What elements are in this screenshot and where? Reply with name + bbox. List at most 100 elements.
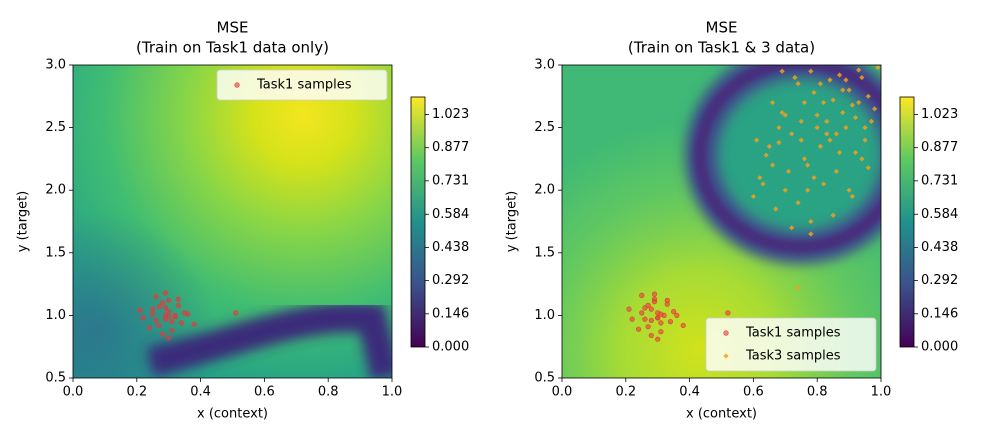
- legend-box: [705, 317, 877, 372]
- y-tick-label: 2.0: [45, 183, 66, 198]
- task3-point: [859, 156, 865, 162]
- y-tick-label: 2.5: [534, 120, 555, 135]
- task1-point: [153, 317, 159, 324]
- colorbar: [410, 96, 426, 348]
- colorbar-tick-label: 0.438: [432, 240, 469, 255]
- task1-point: [166, 297, 172, 303]
- task1-point: [667, 319, 674, 325]
- task3-point: [817, 81, 823, 87]
- x-tick-label: 0.2: [126, 385, 147, 400]
- x-tick-label: 0.6: [254, 385, 275, 400]
- task1-point: [658, 311, 664, 317]
- colorbar-tick-label: 0.000: [432, 340, 469, 355]
- task3-point: [782, 112, 788, 118]
- task3-point: [865, 165, 871, 171]
- task3-point: [785, 168, 792, 175]
- task3-point: [798, 118, 804, 124]
- task1-point: [651, 291, 658, 297]
- y-tick-label: 1.0: [534, 308, 555, 323]
- colorbar-tick-label: 1.023: [921, 107, 958, 122]
- task1-point: [172, 312, 178, 319]
- x-tick-label: 0.8: [807, 385, 828, 400]
- colorbar-tick-label: 0.877: [921, 140, 958, 155]
- task3-point: [811, 89, 817, 96]
- y-tick-label: 3.0: [45, 58, 66, 73]
- task1-point: [166, 335, 172, 341]
- contour-field: [73, 65, 392, 378]
- task1-point: [175, 302, 181, 308]
- task3-point: [808, 231, 814, 237]
- task1-point: [645, 302, 651, 308]
- chart-title: MSE: [217, 19, 249, 37]
- task1-point: [671, 309, 677, 315]
- task3-point: [827, 77, 833, 83]
- task1-point: [635, 326, 642, 332]
- task1-point: [629, 316, 635, 322]
- task3-point: [852, 114, 859, 121]
- task1-point: [233, 310, 239, 316]
- task1-point: [648, 317, 654, 324]
- task3-point: [852, 150, 859, 156]
- legend-label: Task1 samples: [745, 326, 841, 341]
- colorbar-tick-label: 0.731: [921, 173, 958, 188]
- x-tick-label: 1.0: [871, 385, 892, 400]
- contour-field: [562, 65, 881, 378]
- task1-point: [626, 306, 632, 312]
- task3-point: [798, 137, 804, 143]
- x-axis-label: x (context): [197, 407, 268, 422]
- task1-point: [175, 296, 181, 302]
- task1-point: [723, 330, 729, 336]
- task1-point: [234, 82, 240, 88]
- task3-point: [750, 193, 756, 200]
- task1-point: [159, 331, 165, 337]
- colorbar-tick-label: 0.292: [432, 273, 469, 288]
- task3-point: [801, 156, 808, 162]
- task3-point: [840, 87, 846, 93]
- task1-point: [674, 312, 680, 319]
- task3-point: [769, 162, 776, 168]
- task1-point: [156, 322, 162, 329]
- task3-point: [849, 102, 855, 108]
- task1-point: [191, 321, 197, 327]
- task1-point: [642, 316, 648, 322]
- task1-point: [658, 320, 664, 326]
- y-axis-label: y (target): [16, 191, 31, 253]
- task3-point: [856, 67, 862, 73]
- task1-point: [664, 297, 670, 303]
- x-tick-label: 0.0: [552, 385, 573, 400]
- task1-point: [156, 304, 162, 310]
- colorbar-tick-label: 1.023: [432, 107, 469, 122]
- legend-box: [216, 69, 388, 101]
- colorbar-tick-label: 0.000: [921, 340, 958, 355]
- task1-point: [648, 306, 654, 312]
- task3-point: [808, 218, 814, 225]
- colorbar-tick-label: 0.877: [432, 140, 469, 155]
- x-tick-label: 0.4: [679, 385, 700, 400]
- task3-point: [779, 68, 785, 74]
- task3-point: [789, 131, 795, 137]
- task3-point: [836, 72, 843, 78]
- task3-point: [833, 168, 839, 175]
- task3-point: [843, 77, 849, 83]
- task3-point: [833, 131, 839, 137]
- task1-point: [162, 305, 169, 311]
- task3-point: [808, 68, 814, 74]
- task1-point: [639, 292, 645, 298]
- task3-point: [820, 181, 827, 187]
- task3-point: [801, 99, 808, 106]
- task3-point: [792, 74, 798, 81]
- task3-point: [862, 125, 868, 131]
- task3-point: [824, 131, 830, 137]
- task3-point: [830, 97, 836, 103]
- task3-point: [875, 65, 881, 71]
- y-tick-label: 1.5: [534, 245, 555, 260]
- task1-point: [159, 300, 165, 306]
- x-tick-label: 0.4: [190, 385, 211, 400]
- task3-point: [805, 162, 811, 168]
- task3-point: [817, 143, 823, 149]
- axes-frame: [72, 64, 393, 379]
- task3-point: [779, 109, 785, 116]
- chart-subtitle: (Train on Task1 & 3 data): [628, 39, 815, 57]
- y-axis-label: y (target): [505, 191, 520, 253]
